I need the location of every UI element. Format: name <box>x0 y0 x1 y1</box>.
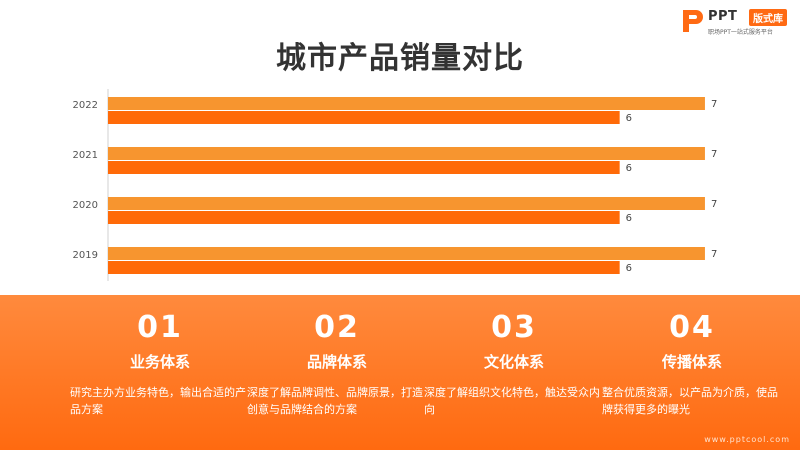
card-description: 深度了解品牌调性、品牌原景，打造创意与品牌结合的方案 <box>247 386 423 416</box>
card-title: 文化体系 <box>483 353 544 371</box>
card-number: 01 <box>137 310 183 345</box>
footer-url: www.pptcool.com <box>704 435 790 444</box>
y-tick-label: 2020 <box>73 200 98 211</box>
logo-badge: 版式库 <box>749 9 787 26</box>
card-title: 品牌体系 <box>306 353 367 371</box>
bar-series-1 <box>108 97 705 110</box>
card-description: 深度了解组织文化特色，触达受众内向 <box>424 386 600 416</box>
data-label: 7 <box>711 99 717 110</box>
card-2: 02 品牌体系 深度了解品牌调性、品牌原景，打造创意与品牌结合的方案 <box>247 295 427 418</box>
card-number: 03 <box>491 310 537 345</box>
card-description: 整合优质资源，以产品为介质，使品牌获得更多的曝光 <box>602 386 778 416</box>
y-tick-label: 2021 <box>73 150 98 161</box>
logo: PPT 版式库 职场PPT一站式服务平台 <box>681 8 793 38</box>
logo-brand: PPT <box>708 9 738 24</box>
card-title: 业务体系 <box>129 353 190 371</box>
data-label: 6 <box>626 113 632 124</box>
data-label: 7 <box>711 249 717 260</box>
data-label: 6 <box>626 163 632 174</box>
data-label: 6 <box>626 213 632 224</box>
bar-series-2 <box>108 161 620 174</box>
card-number: 04 <box>669 310 715 345</box>
bar-series-1 <box>108 147 705 160</box>
logo-tagline: 职场PPT一站式服务平台 <box>708 29 773 36</box>
bar-series-1 <box>108 197 705 210</box>
bottom-band: 01 业务体系 研究主办方业务特色，输出合适的产品方案 02 品牌体系 深度了解… <box>0 295 800 450</box>
card-description: 研究主办方业务特色，输出合适的产品方案 <box>70 386 246 416</box>
card-4: 04 传播体系 整合优质资源，以产品为介质，使品牌获得更多的曝光 <box>602 295 782 418</box>
card-3: 03 文化体系 深度了解组织文化特色，触达受众内向 <box>424 295 604 418</box>
bar-series-2 <box>108 111 620 124</box>
bar-chart: 2022 7 6 2021 7 6 2020 7 6 2019 7 6 <box>73 89 717 281</box>
card-1: 01 业务体系 研究主办方业务特色，输出合适的产品方案 <box>70 295 250 418</box>
p-logo-icon <box>683 10 703 32</box>
y-tick-label: 2019 <box>73 250 98 261</box>
data-label: 6 <box>626 263 632 274</box>
bar-series-2 <box>108 261 620 274</box>
bar-series-1 <box>108 247 705 260</box>
data-label: 7 <box>711 149 717 160</box>
bar-series-2 <box>108 211 620 224</box>
y-tick-label: 2022 <box>73 100 98 111</box>
card-title: 传播体系 <box>661 353 722 371</box>
page-title: 城市产品销量对比 <box>276 41 524 76</box>
card-number: 02 <box>314 310 360 345</box>
data-label: 7 <box>711 199 717 210</box>
